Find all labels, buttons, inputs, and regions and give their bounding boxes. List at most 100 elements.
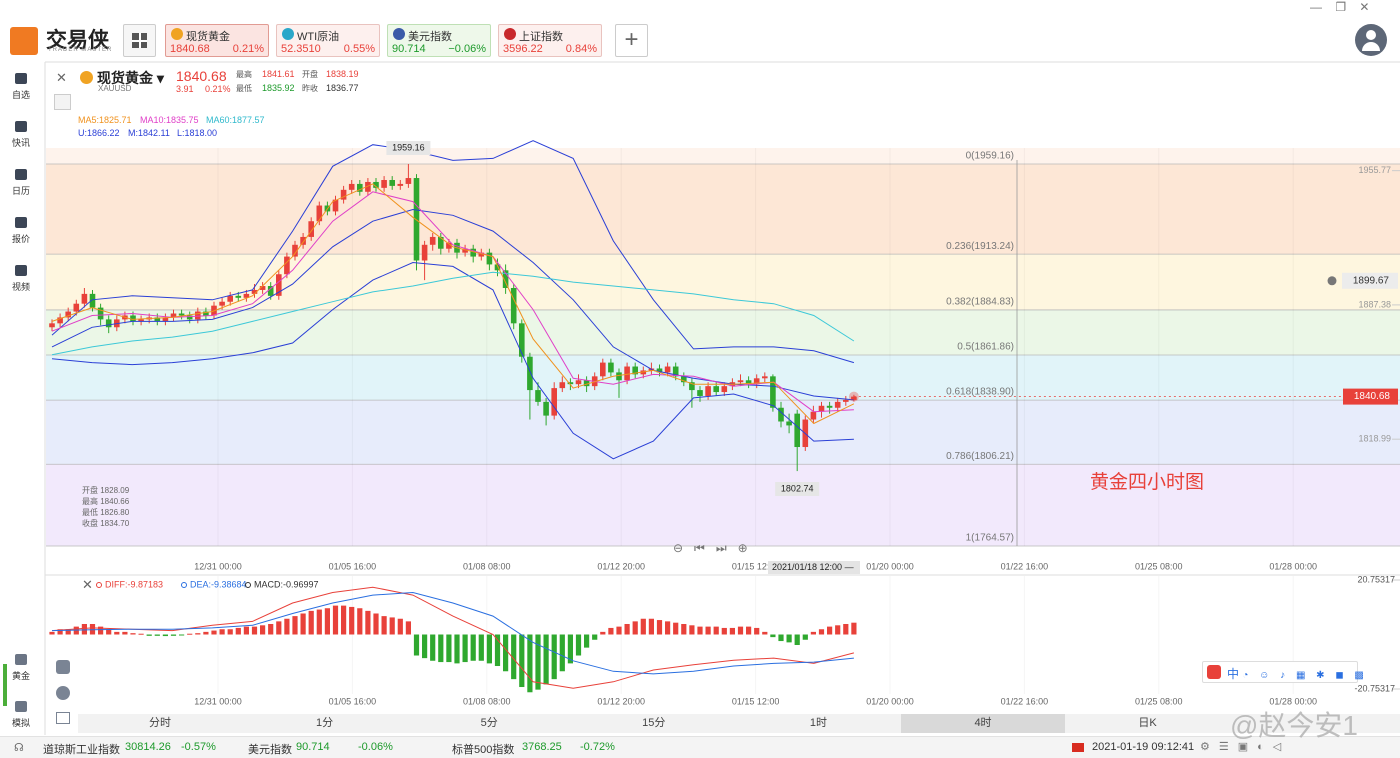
macd-bar [794,634,800,646]
indicator-line [51,208,854,401]
price-change-pct: 0.21% [205,84,231,94]
candle-body [195,311,201,320]
ticker-price: 30814.26 [125,741,171,753]
candle-body [786,421,792,426]
macd-bar [648,618,654,635]
candle-body [818,405,825,412]
sidebar-item[interactable]: 黄金 [0,654,42,682]
macd-bar [373,613,379,635]
macd-bar [154,634,160,636]
tool-button[interactable] [54,94,71,110]
close-indicator[interactable]: ✕ [82,577,93,592]
support-icon[interactable]: ☊ [14,742,24,754]
sidebar-item[interactable]: 快讯 [0,121,42,149]
symbol-tab[interactable]: 上证指数 3596.22 0.84% [498,24,602,57]
sidebar-label: 黄金 [11,671,30,681]
sidebar-item[interactable]: 日历 [0,169,42,197]
y-tick-label: 1818.99 [1358,434,1391,444]
timeframe-button[interactable]: 分时 [149,717,171,729]
symbol-tab[interactable]: 美元指数 90.714 −0.06% [387,24,491,57]
symbol-name[interactable]: 现货黄金 ▾ [97,70,164,86]
candle-body [810,411,817,420]
sidebar-item[interactable]: 报价 [0,217,42,245]
sidebar-item[interactable]: 自选 [0,73,42,101]
candle-body [745,380,752,385]
macd-bar [616,626,622,635]
sidebar-item[interactable]: 视频 [0,265,42,293]
timeframe-button[interactable]: 4时 [901,714,1065,733]
candle-body [478,252,485,257]
x-tick-label: 01/15 12:00 [732,561,780,571]
tab-change: −0.06% [448,43,486,55]
high-tag [386,141,431,155]
macd-bar [737,626,744,635]
y-tick-label: 1887.38 [1358,299,1391,309]
symbol-tab[interactable]: 现货黄金 1840.68 0.21% [165,24,269,57]
macd-bar [689,625,695,635]
macd-bar [746,626,752,635]
candle-body [446,242,452,249]
indicator-line [51,261,854,460]
fib-band [46,355,1400,401]
symbol-code: XAUUSD [98,84,132,93]
macd-line [51,586,855,689]
macd-bar [640,618,646,635]
fib-band [46,464,1400,547]
candle-body [365,181,371,192]
macd-bar [308,610,314,635]
macd-bar [81,623,87,635]
x-tick-label: 01/28 00:00 [1269,561,1317,571]
x-tick-label: 01/08 08:00 [463,561,511,571]
timeframe-button[interactable]: 1时 [809,717,827,729]
macd-bar [632,621,638,635]
timeframe-button[interactable]: 5分 [480,717,498,729]
close-button[interactable]: ✕ [56,70,67,85]
stat-value: 1838.19 [326,69,359,79]
macd-bar [260,625,266,635]
x-tick-label: 01/28 00:00 [1269,696,1317,706]
fib-label: 0.786(1806.21) [946,451,1014,462]
status-bar: ☊ 道琼斯工业指数 30814.26 -0.57% 美元指数 90.714 -0… [0,736,1400,758]
tool-icon[interactable] [56,660,70,674]
last-price-tag [1343,388,1398,405]
tool-icon[interactable] [56,686,70,700]
candle-body [632,366,638,375]
macd-bar [341,605,347,635]
tool-icon[interactable] [56,712,70,724]
legend-dot [245,582,251,588]
add-tab-button[interactable]: + [615,24,648,57]
boll-legend: L:1818.00 [177,128,218,138]
info-label: 收盘 [82,519,98,528]
ma-legend: MA60:1877.57 [206,115,265,125]
macd-bar [332,605,339,635]
tray-icons[interactable]: ⚙☰▣◐◁ [1200,741,1291,753]
x-tick-label: 12/31 00:00 [194,561,242,571]
avatar[interactable] [1355,24,1387,56]
sidebar-item[interactable]: 模拟 [0,701,42,729]
high-label: 1959.16 [392,142,425,152]
tab-price: 90.714 [392,43,426,55]
sidebar-label: 模拟 [11,718,30,728]
timeframe-button[interactable]: 15分 [642,717,666,729]
window-controls[interactable]: — ❐ ✕ [1310,0,1370,14]
candle-body [162,317,169,322]
grid-button[interactable] [123,24,156,57]
fib-label: 0.236(1913.24) [946,241,1014,252]
tab-price: 1840.68 [170,43,210,55]
macd-bar [802,634,808,640]
candle-body [235,295,242,298]
candle-body [389,180,395,186]
stat-label: 最高 [236,70,252,79]
ime-toolbar[interactable]: 中 ◔ ☺ ♪ ▦ ✱ ◼ ▩ [1202,661,1364,683]
zoom-controls[interactable]: ⊖⏮⏭⊕ [673,541,759,555]
sidebar-label: 报价 [11,234,30,244]
x-tick-label: 01/12 20:00 [597,561,645,571]
low-label: 1802.74 [781,483,814,493]
candle-body [737,380,744,383]
timeframe-button[interactable]: 1分 [316,717,334,729]
candle-body [227,295,233,302]
timeframe-button[interactable]: 日K [1138,717,1157,729]
macd-line [51,591,854,675]
symbol-tab[interactable]: WTI原油 52.3510 0.55% [276,24,380,57]
crosshair-label: 2021/01/18 12:00 — [772,562,854,572]
